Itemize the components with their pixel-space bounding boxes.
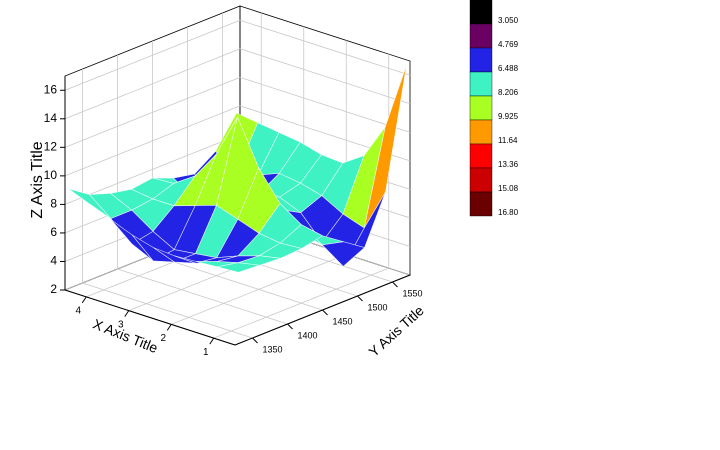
y-tick-label: 1550 [403,288,423,298]
y-tick [392,281,398,288]
colorbar-swatch [469,167,493,193]
colorbar-swatch [469,0,493,25]
x-tick [81,296,87,304]
x-tick-label: 1 [203,347,209,358]
y-tick-label: 1400 [298,330,318,340]
colorbar-label: 16.80 [498,208,519,217]
z-tick-label: 4 [50,254,57,268]
colorbar-label: 4.769 [498,40,519,49]
colorbar-swatch [469,191,493,217]
x-tick [124,310,130,317]
z-tick-label: 10 [44,168,58,182]
colorbar-swatch [469,119,493,145]
surface-patch [217,262,260,273]
colorbar-swatch [469,23,493,49]
colorbar-swatch [469,143,493,169]
x-tick-label: 3 [118,319,124,330]
x-tick [166,324,172,331]
colorbar-label: 13.36 [498,160,519,169]
z-tick-label: 16 [44,82,58,96]
colorbar-label: 3.050 [498,16,519,25]
colorbar-swatch [469,47,493,73]
colorbar-label: 11.64 [498,136,518,145]
grid-line [239,48,411,105]
colorbar-label: 8.206 [498,88,519,97]
x-tick-label: 4 [75,306,81,317]
y-tick [252,337,258,344]
y-tick [357,295,363,302]
colorbar-label: 9.925 [498,112,519,121]
z-tick-label: 12 [44,140,58,154]
colorbar-swatch [469,71,493,97]
x-tick-label: 2 [160,333,166,344]
grid-line [117,268,288,325]
z-tick-label: 6 [50,225,57,239]
colorbar: 3.050 4.769 6.488 8.206 9.925 11.64 13.36 15.08… [469,0,519,217]
x-tick [209,337,215,345]
y-axis [234,274,411,346]
x-axis [64,289,236,346]
z-axis-title: Z Axis Title [29,141,46,218]
colorbar-label: 6.488 [498,64,519,73]
grid-line [239,76,411,133]
grid-line [82,282,253,339]
y-tick [287,323,293,330]
surface [68,65,407,273]
grid-line [152,254,323,311]
y-tick [322,309,328,316]
z-tick-label: 2 [50,282,57,296]
z-tick-label: 8 [50,197,57,211]
z-tick-label: 14 [44,111,58,125]
y-tick-label: 1450 [333,316,353,326]
grid-line [239,19,411,76]
colorbar-swatch [469,95,493,121]
y-tick-label: 1500 [368,302,388,312]
y-tick-label: 1350 [263,344,283,354]
colorbar-label: 15.08 [498,184,519,193]
